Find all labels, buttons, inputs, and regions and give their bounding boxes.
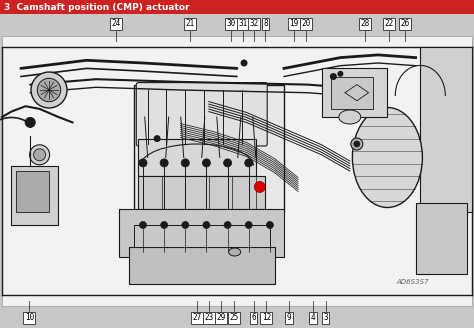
Text: 20: 20	[301, 19, 310, 29]
Circle shape	[181, 159, 189, 167]
Circle shape	[203, 221, 210, 229]
Text: 9: 9	[287, 314, 292, 322]
Circle shape	[254, 181, 265, 193]
Bar	[129, 247, 274, 284]
Text: AD6S3S7: AD6S3S7	[397, 279, 429, 285]
Circle shape	[29, 145, 50, 165]
Text: 27: 27	[192, 314, 201, 322]
Circle shape	[139, 159, 147, 167]
Text: 26: 26	[400, 19, 410, 29]
Circle shape	[202, 159, 210, 167]
Circle shape	[351, 138, 363, 150]
Text: 32: 32	[249, 19, 259, 29]
Text: 31: 31	[238, 19, 247, 29]
Bar	[134, 225, 270, 247]
Circle shape	[245, 221, 252, 229]
Text: 4: 4	[310, 314, 315, 322]
Text: 6: 6	[251, 314, 256, 322]
Circle shape	[25, 117, 35, 127]
Circle shape	[154, 135, 161, 142]
Circle shape	[354, 141, 360, 147]
Circle shape	[160, 159, 168, 167]
Text: 21: 21	[185, 19, 194, 29]
Ellipse shape	[352, 108, 422, 208]
Text: 12: 12	[262, 314, 271, 322]
Bar	[331, 76, 374, 109]
Text: 10: 10	[25, 314, 34, 322]
Ellipse shape	[339, 110, 361, 124]
Text: 29: 29	[217, 314, 226, 322]
Bar	[0, 0, 474, 14]
Bar	[134, 85, 284, 212]
Text: 19: 19	[289, 19, 299, 29]
Circle shape	[182, 221, 189, 229]
Circle shape	[330, 73, 337, 80]
Text: 22: 22	[384, 19, 393, 29]
Bar	[16, 171, 49, 212]
Circle shape	[224, 159, 232, 167]
Text: 28: 28	[360, 19, 370, 29]
Bar	[11, 166, 58, 225]
Text: 24: 24	[111, 19, 121, 29]
Text: 3  Camshaft position (CMP) actuator: 3 Camshaft position (CMP) actuator	[4, 3, 190, 11]
Circle shape	[245, 159, 253, 167]
Text: 23: 23	[204, 314, 214, 322]
Bar	[321, 69, 387, 117]
Text: 30: 30	[227, 19, 236, 29]
Circle shape	[31, 72, 67, 108]
Text: 3: 3	[323, 314, 328, 322]
Circle shape	[34, 149, 46, 161]
Bar	[138, 176, 265, 209]
Circle shape	[161, 221, 168, 229]
Bar	[416, 203, 467, 274]
Bar	[420, 47, 472, 212]
Bar	[119, 209, 284, 257]
Circle shape	[266, 221, 273, 229]
FancyBboxPatch shape	[137, 83, 267, 146]
Circle shape	[37, 78, 61, 102]
Circle shape	[224, 221, 231, 229]
Bar	[138, 139, 256, 176]
Circle shape	[337, 71, 343, 77]
Circle shape	[139, 221, 146, 229]
Ellipse shape	[228, 248, 241, 256]
Text: 25: 25	[229, 314, 238, 322]
Text: 8: 8	[263, 19, 268, 29]
Circle shape	[240, 59, 247, 67]
Bar	[2, 36, 472, 306]
